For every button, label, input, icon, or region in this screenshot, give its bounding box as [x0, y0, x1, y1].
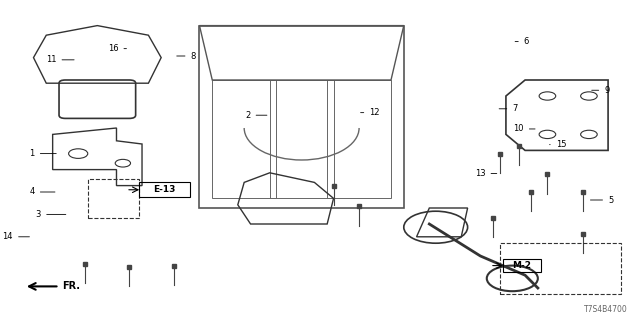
- Text: 2: 2: [245, 111, 267, 120]
- Text: 3: 3: [36, 210, 66, 219]
- Text: 12: 12: [360, 108, 380, 117]
- Text: 9: 9: [592, 86, 609, 95]
- Text: 10: 10: [513, 124, 535, 133]
- Text: 7: 7: [499, 104, 518, 113]
- Text: M-2: M-2: [513, 261, 531, 270]
- Text: 6: 6: [515, 37, 529, 46]
- Bar: [88, 179, 139, 218]
- Text: 1: 1: [29, 149, 56, 158]
- Bar: [500, 243, 621, 294]
- Text: 4: 4: [29, 188, 55, 196]
- Text: 8: 8: [177, 52, 196, 60]
- Text: 5: 5: [591, 196, 613, 204]
- Text: 16: 16: [108, 44, 127, 53]
- Text: 11: 11: [46, 55, 74, 64]
- Text: 14: 14: [3, 232, 29, 241]
- Text: E-13: E-13: [153, 185, 175, 194]
- Text: FR.: FR.: [29, 281, 80, 292]
- Text: 15: 15: [550, 140, 566, 149]
- Text: 13: 13: [475, 169, 497, 178]
- Text: T7S4B4700: T7S4B4700: [584, 305, 627, 314]
